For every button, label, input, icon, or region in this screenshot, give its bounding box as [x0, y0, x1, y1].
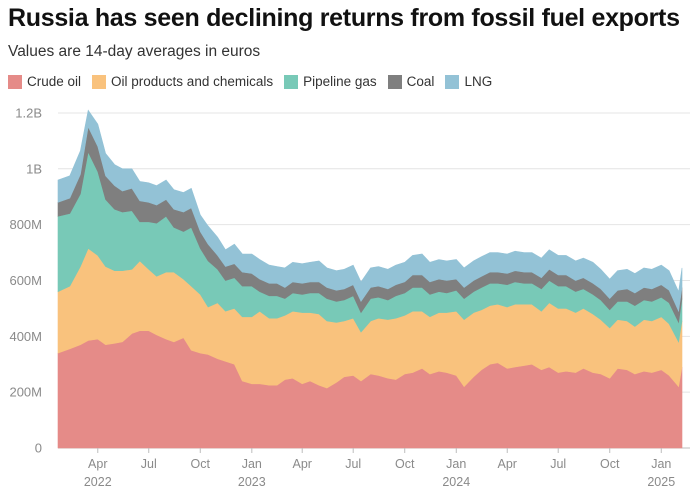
area-lng — [57, 109, 683, 313]
x-tick-label: Oct — [191, 457, 211, 471]
legend-label: Pipeline gas — [303, 74, 377, 89]
x-tick-year-label: 2024 — [442, 475, 470, 489]
x-tick-label: Oct — [395, 457, 415, 471]
chart-subtitle: Values are 14-day averages in euros — [8, 43, 261, 60]
chart-title: Russia has seen declining returns from f… — [8, 4, 680, 32]
legend-label: Crude oil — [27, 74, 82, 89]
x-axis-ticks: Apr 2022 Jul Oct Jan 2023 Apr Jul Oct Jan 2024 Apr J… — [84, 448, 675, 489]
x-tick-label: Jul — [345, 457, 361, 471]
y-tick-label: 400M — [9, 329, 42, 344]
y-tick-label: 1B — [26, 161, 42, 176]
legend-swatch — [8, 74, 22, 89]
y-axis-ticks: 0 200M 400M 600M 800M 1B 1.2B — [9, 105, 42, 455]
stacked-areas — [57, 109, 683, 449]
x-tick-label: Apr — [498, 457, 517, 471]
x-tick-label: Jan — [651, 457, 671, 471]
legend-swatch — [284, 74, 299, 89]
y-tick-label: 1.2B — [15, 105, 42, 120]
legend-swatch — [445, 74, 460, 89]
legend-item-crude-oil: Crude oil — [8, 74, 81, 89]
legend-item-pipeline-gas: Pipeline gas — [284, 74, 377, 89]
x-tick-label: Oct — [600, 457, 620, 471]
legend-swatch — [387, 74, 402, 89]
chart-legend: Crude oil Oil products and chemicals Pipel… — [8, 74, 503, 89]
y-tick-label: 600M — [9, 273, 42, 288]
x-tick-year-label: 2025 — [647, 475, 675, 489]
x-tick-label: Apr — [88, 457, 107, 471]
legend-label: Oil products and chemicals — [111, 74, 274, 89]
legend-item-coal: Coal — [387, 74, 435, 89]
x-tick-label: Jan — [446, 457, 466, 471]
legend-label: Coal — [406, 74, 435, 89]
y-tick-label: 200M — [9, 385, 42, 400]
x-tick-label: Jul — [550, 457, 566, 471]
y-tick-label: 0 — [35, 441, 42, 456]
x-tick-year-label: 2023 — [238, 475, 266, 489]
x-tick-year-label: 2022 — [84, 475, 112, 489]
legend-item-oil-products-and-chemicals: Oil products and chemicals — [92, 74, 273, 89]
legend-swatch — [92, 74, 107, 89]
legend-label: LNG — [464, 74, 493, 89]
x-tick-label: Jul — [141, 457, 157, 471]
legend-item-lng: LNG — [445, 74, 492, 89]
x-tick-label: Jan — [242, 457, 262, 471]
x-tick-label: Apr — [292, 457, 311, 471]
y-tick-label: 800M — [9, 217, 42, 232]
